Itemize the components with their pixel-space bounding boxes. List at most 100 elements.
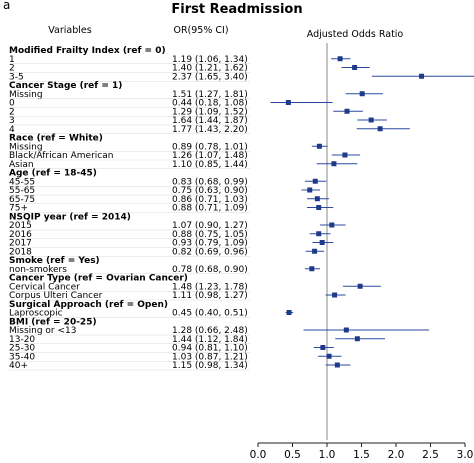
or-marker <box>316 205 322 210</box>
or-marker <box>332 292 338 298</box>
row-label: 3-5 <box>9 72 24 82</box>
row-label: 0 <box>9 99 15 109</box>
or-ci-text: 1.51 (1.27, 1.81) <box>172 90 248 100</box>
group-header: Age (ref = 18-45) <box>9 169 97 179</box>
group-header: Cancer Stage (ref = 1) <box>9 81 122 91</box>
row-label: 2017 <box>9 239 32 249</box>
x-tick-label: 3.0 <box>457 449 474 461</box>
row-label: 75+ <box>9 204 28 214</box>
header-or-ci: OR(95% CI) <box>173 25 228 36</box>
or-ci-text: 0.93 (0.79, 1.09) <box>172 239 248 249</box>
or-ci-text: 1.44 (1.12, 1.84) <box>172 335 248 345</box>
or-marker <box>337 56 343 62</box>
row-label: non-smokers <box>9 265 67 275</box>
or-marker <box>357 283 363 289</box>
or-marker <box>314 196 320 202</box>
header-variables: Variables <box>48 25 91 36</box>
or-marker <box>309 266 315 272</box>
chart-title: First Readmission <box>171 2 302 17</box>
or-marker <box>320 345 326 350</box>
group-header: Race (ref = White) <box>9 134 103 144</box>
group-header: Smoke (ref = Yes) <box>9 256 100 266</box>
row-label: Cervical Cancer <box>9 282 80 292</box>
or-ci-text: 0.89 (0.78, 1.01) <box>172 142 248 152</box>
or-marker <box>334 362 340 368</box>
or-ci-text: 1.64 (1.44, 1.87) <box>172 116 248 126</box>
row-label: Asian <box>9 160 34 170</box>
row-label: Black/African American <box>9 151 113 161</box>
row-label: 65-75 <box>9 195 35 205</box>
or-ci-text: 1.40 (1.21, 1.62) <box>172 64 248 74</box>
row-label: 2015 <box>9 221 32 231</box>
row-label: 2 <box>9 64 15 74</box>
or-marker <box>331 161 337 167</box>
x-axis: 0.0 0.5 1.0 1.5 2.0 2.5 3.0 <box>250 442 474 461</box>
or-ci-text: 2.37 (1.65, 3.40) <box>172 72 248 82</box>
row-label: Missing or <13 <box>9 326 76 336</box>
x-tick-label: 0.5 <box>284 449 301 461</box>
row-label: 40+ <box>9 361 28 371</box>
or-marker <box>286 310 292 315</box>
or-marker <box>342 152 348 158</box>
or-marker <box>329 222 335 228</box>
or-marker <box>344 108 350 114</box>
or-marker <box>359 91 365 97</box>
or-marker <box>312 178 318 184</box>
or-ci-text: 1.03 (0.87, 1.21) <box>172 352 248 362</box>
or-ci-text: 0.88 (0.71, 1.09) <box>172 204 248 214</box>
row-label: Corpus Ulteri Cancer <box>9 291 103 301</box>
or-ci-text: 1.19 (1.06, 1.34) <box>172 55 248 65</box>
or-marker <box>319 240 325 245</box>
or-marker <box>377 126 383 132</box>
or-ci-text: 0.45 (0.40, 0.51) <box>172 309 248 319</box>
or-marker <box>343 327 349 333</box>
row-label: 13-20 <box>9 335 35 345</box>
row-label: Laproscopic <box>9 309 63 319</box>
row-label: Missing <box>9 90 43 100</box>
or-ci-text: 0.78 (0.68, 0.90) <box>172 265 248 275</box>
row-label: 55-65 <box>9 186 35 196</box>
group-header: Modified Frailty Index (ref = 0) <box>9 46 166 56</box>
x-tick-label: 2.0 <box>388 449 405 461</box>
or-ci-text: 0.75 (0.63, 0.90) <box>172 186 248 196</box>
or-ci-text: 0.94 (0.81, 1.10) <box>172 344 248 354</box>
or-marker <box>326 353 332 359</box>
or-ci-text: 1.77 (1.43, 2.20) <box>172 125 248 135</box>
panel-label: a <box>3 0 10 12</box>
or-ci-text: 1.28 (0.66, 2.48) <box>172 326 248 336</box>
x-tick-label: 2.5 <box>422 449 439 461</box>
header-plot: Adjusted Odds Ratio <box>307 29 404 40</box>
or-ci-text: 1.11 (0.98, 1.27) <box>172 291 248 301</box>
or-ci-text: 1.48 (1.23, 1.78) <box>172 282 248 292</box>
row-label: 2016 <box>9 230 32 240</box>
group-header: NSQIP year (ref = 2014) <box>9 212 131 222</box>
group-header: Surgical Approach (ref = Open) <box>9 300 168 310</box>
or-ci-text: 0.86 (0.71, 1.03) <box>172 195 248 205</box>
or-marker <box>316 143 322 149</box>
or-marker <box>312 248 318 254</box>
row-label: 2 <box>9 107 15 117</box>
x-tick-label: 1.0 <box>319 449 336 461</box>
or-ci-text: 1.07 (0.90, 1.27) <box>172 221 248 231</box>
x-tick-label: 1.5 <box>353 449 370 461</box>
or-ci-text: 1.15 (0.98, 1.34) <box>172 361 248 371</box>
x-tick-label: 0.0 <box>250 449 267 461</box>
row-label: Missing <box>9 142 43 152</box>
or-ci-text: 0.82 (0.69, 0.96) <box>172 247 248 257</box>
or-ci-text: 1.29 (1.09, 1.52) <box>172 107 248 117</box>
or-ci-text: 0.88 (0.75, 1.05) <box>172 230 248 240</box>
or-marker <box>316 231 322 237</box>
forest-marks <box>270 43 474 440</box>
or-marker <box>354 336 360 342</box>
or-marker <box>285 100 291 105</box>
row-label: 1 <box>9 55 15 65</box>
or-ci-text: 0.44 (0.18, 1.08) <box>172 99 248 109</box>
row-label: 25-30 <box>9 344 35 354</box>
row-label: 45-55 <box>9 177 35 187</box>
row-label: 3 <box>9 116 15 126</box>
forest-rows: Modified Frailty Index (ref = 0)1 1.19 (1… <box>9 46 250 371</box>
row-label: 35-40 <box>9 352 35 362</box>
or-ci-text: 0.83 (0.68, 0.99) <box>172 177 248 187</box>
group-header: Cancer Type (ref = Ovarian Cancer) <box>9 274 188 284</box>
